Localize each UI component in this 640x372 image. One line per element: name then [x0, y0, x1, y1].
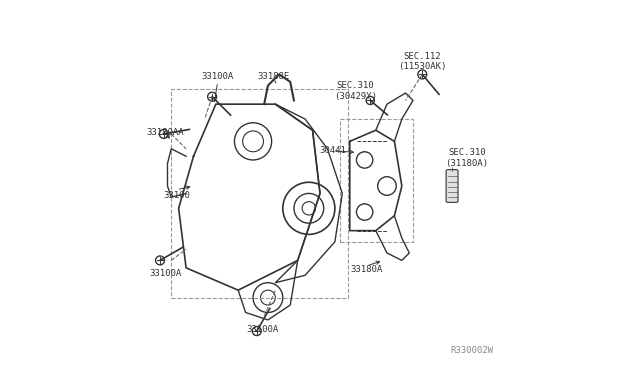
Text: SEC.310
(30429Y): SEC.310 (30429Y) — [334, 81, 377, 101]
Text: R330002W: R330002W — [450, 346, 493, 355]
Text: 33188E: 33188E — [257, 72, 290, 81]
FancyBboxPatch shape — [446, 170, 458, 202]
Text: 33100A: 33100A — [150, 269, 182, 278]
Text: 30441: 30441 — [319, 146, 346, 155]
Text: SEC.112
(11530AK): SEC.112 (11530AK) — [398, 52, 447, 71]
Text: 33180A: 33180A — [350, 265, 383, 274]
Text: 33100A: 33100A — [202, 72, 234, 81]
Text: SEC.310
(31180A): SEC.310 (31180A) — [445, 148, 488, 168]
Text: 33180AA: 33180AA — [147, 128, 184, 137]
Text: 33100A: 33100A — [246, 325, 278, 334]
Text: 33100: 33100 — [163, 191, 190, 200]
